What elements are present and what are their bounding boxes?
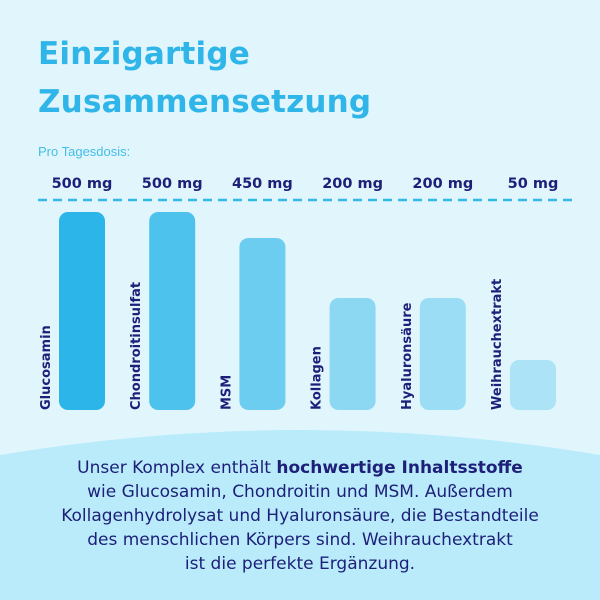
dosage-bar-chart: 500 mg Glucosamin 500 mg Chondroitinsulfat 4… — [38, 176, 572, 410]
category-label: Weihrauchextrakt — [490, 279, 505, 410]
description-line: wie Glucosamin, Chondroitin und MSM. Auß… — [87, 482, 513, 502]
category-label: Glucosamin — [39, 325, 54, 410]
bar-glucosamin — [59, 212, 105, 410]
bar-hyaluronsäure — [419, 298, 466, 410]
category-label: Chondroitinsulfat — [129, 282, 144, 410]
title-line-2: Zusammensetzung — [38, 84, 372, 120]
description-emphasis: hochwertige Inhaltsstoffe — [276, 458, 523, 478]
chart-subtitle: Pro Tagesdosis: — [38, 144, 131, 159]
value-label: 500 mg — [142, 176, 203, 192]
description-text-normal: Unser Komplex enthält — [77, 458, 277, 478]
bar-chondroitinsulfat — [149, 212, 196, 410]
value-label: 450 mg — [232, 176, 293, 192]
bar-weihrauchextrakt — [510, 360, 556, 410]
description-line: ist die perfekte Ergänzung. — [184, 554, 416, 574]
description-line: Kollagenhydrolysat und Hyaluronsäure, di… — [61, 506, 539, 526]
value-label: 200 mg — [322, 176, 383, 192]
description-line: Unser Komplex enthält hochwertige Inhalt… — [0, 456, 600, 480]
category-label: MSM — [219, 375, 234, 410]
category-label: Hyaluronsäure — [400, 302, 415, 410]
description-line: des menschlichen Körpers sind. Weihrauch… — [87, 530, 513, 550]
value-label: 500 mg — [52, 176, 113, 192]
category-label: Kollagen — [310, 346, 325, 410]
description-text: Unser Komplex enthält hochwertige Inhalt… — [0, 456, 600, 576]
bar-kollagen — [329, 298, 376, 410]
value-label: 50 mg — [508, 176, 559, 192]
value-label: 200 mg — [412, 176, 473, 192]
page-title: Einzigartige Zusammensetzung — [38, 30, 371, 126]
bar-msm — [239, 238, 286, 410]
title-line-1: Einzigartige — [38, 36, 250, 72]
